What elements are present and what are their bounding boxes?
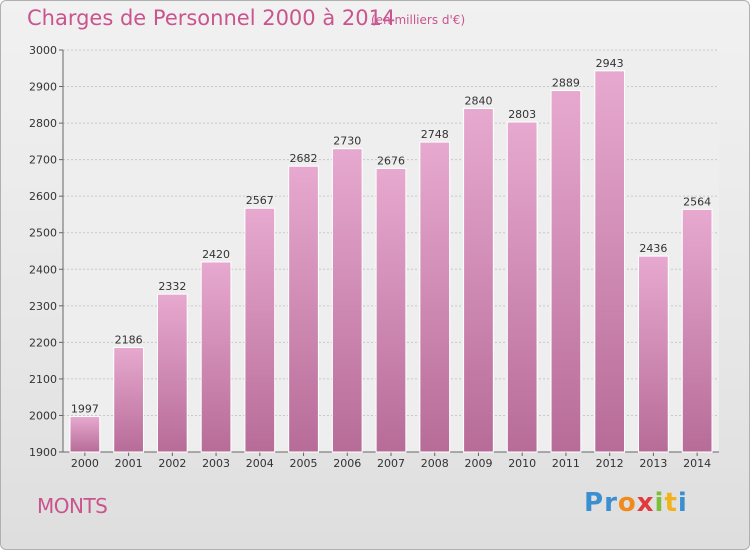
y-tick-label: 3000 (29, 44, 57, 57)
x-tick-label-2012: 2012 (596, 457, 624, 470)
x-tick-label-2001: 2001 (115, 457, 143, 470)
bar-2003 (200, 261, 232, 453)
value-label-2012: 2943 (596, 57, 624, 70)
value-label-2014: 2564 (683, 195, 711, 208)
x-tick-label-2013: 2013 (639, 457, 667, 470)
y-tick-label: 2500 (29, 227, 57, 240)
x-tick-label-2008: 2008 (421, 457, 449, 470)
x-tick-label-2009: 2009 (464, 457, 492, 470)
value-label-2008: 2748 (421, 128, 449, 141)
value-label-2003: 2420 (202, 248, 230, 261)
value-label-2004: 2567 (246, 194, 274, 207)
logo-letter: o (617, 488, 637, 518)
bar-2014 (681, 208, 713, 453)
bar-2012 (594, 70, 626, 453)
bar-2004 (244, 207, 276, 453)
value-label-2001: 2186 (115, 333, 143, 346)
bar-2006 (331, 148, 363, 453)
bar-2002 (156, 293, 188, 453)
x-tick-label-2000: 2000 (71, 457, 99, 470)
bar-2009 (463, 107, 494, 453)
x-tick-label-2006: 2006 (333, 457, 361, 470)
logo-letter: P (584, 488, 605, 518)
value-label-2011: 2889 (552, 77, 580, 90)
value-label-2000: 1997 (71, 403, 99, 416)
y-tick-label: 2600 (29, 190, 57, 203)
value-label-2009: 2840 (464, 94, 492, 107)
x-tick-label-2005: 2005 (290, 457, 318, 470)
bar-2000 (69, 416, 101, 453)
chart-title: Charges de Personnel 2000 à 2014 (27, 6, 396, 30)
x-tick-label-2004: 2004 (246, 457, 274, 470)
y-tick-label: 2400 (29, 263, 57, 276)
value-label-2007: 2676 (377, 154, 405, 167)
logo-letter: x (636, 488, 655, 518)
y-tick-label: 2800 (29, 117, 57, 130)
logo-letter: t (664, 488, 678, 518)
y-tick-label: 2300 (29, 300, 57, 313)
x-tick-label-2003: 2003 (202, 457, 230, 470)
town-name: MONTS (37, 494, 108, 518)
x-tick-label-2011: 2011 (552, 457, 580, 470)
y-tick-label: 2900 (29, 81, 57, 94)
x-tick-label-2002: 2002 (158, 457, 186, 470)
x-tick-label-2010: 2010 (508, 457, 536, 470)
value-label-2002: 2332 (158, 280, 186, 293)
value-label-2010: 2803 (508, 108, 536, 121)
value-label-2006: 2730 (333, 135, 361, 148)
bar-2005 (288, 165, 319, 453)
logo-letter: i (654, 488, 665, 518)
chart-subtitle: (en milliers d'€) (371, 13, 466, 27)
x-tick-label-2007: 2007 (377, 457, 405, 470)
bar-2008 (419, 141, 451, 453)
y-tick-label: 2100 (29, 373, 57, 386)
bar-2010 (506, 121, 538, 453)
proxiti-logo: Proxiti (584, 488, 688, 518)
y-tick-label: 2200 (29, 336, 57, 349)
bar-2007 (375, 167, 407, 453)
x-tick-label-2014: 2014 (683, 457, 711, 470)
bar-2001 (113, 346, 144, 453)
bar-2013 (638, 255, 669, 453)
y-tick-label: 1900 (29, 446, 57, 459)
bar-2011 (550, 90, 582, 453)
y-tick-label: 2700 (29, 154, 57, 167)
value-label-2005: 2682 (290, 152, 318, 165)
logo-letter: r (604, 488, 618, 518)
y-tick-label: 2000 (29, 409, 57, 422)
logo-letter: i (677, 488, 688, 518)
value-label-2013: 2436 (639, 242, 667, 255)
